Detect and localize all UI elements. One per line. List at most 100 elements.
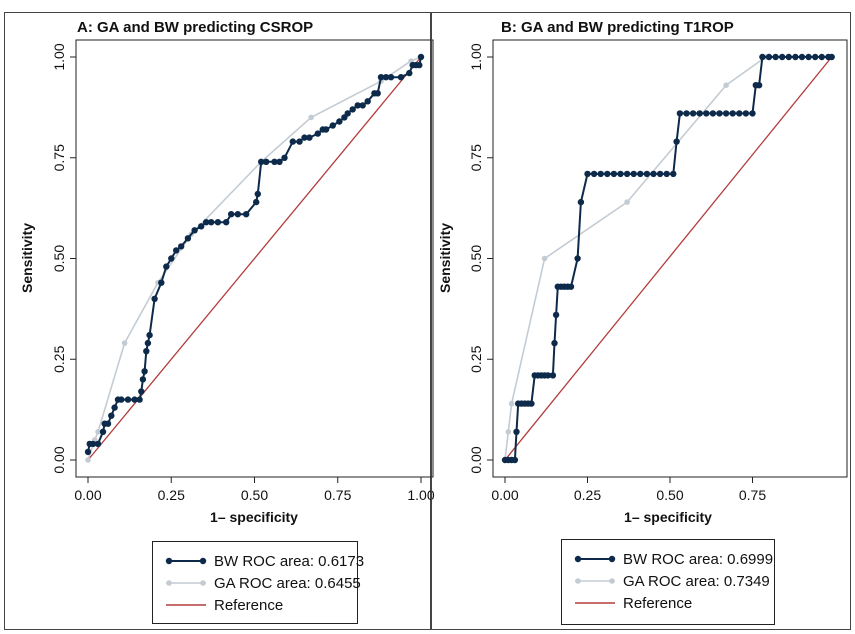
legend-label-bw: BW ROC area: 0.6999 — [623, 551, 773, 568]
bw-roc-point — [111, 404, 118, 411]
legend: BW ROC area: 0.6999 GA ROC area: 0.7349 Re… — [561, 539, 775, 625]
bw-roc-point — [168, 255, 175, 262]
bw-roc-point — [377, 74, 385, 81]
bw-roc-point — [289, 138, 296, 145]
bw-roc-point — [276, 158, 283, 165]
bw-roc-point — [104, 420, 112, 427]
ga-roc-line — [504, 56, 832, 461]
y-tick-label: 0.00 — [468, 446, 484, 473]
bw-roc-point — [359, 102, 366, 109]
ga-roc-point — [95, 429, 101, 435]
bw-roc-point — [99, 428, 107, 435]
bw-roc-point — [397, 74, 405, 81]
bw-roc-point — [597, 170, 604, 178]
x-axis-title: 1– specificity — [210, 509, 298, 525]
bw-roc-point — [223, 219, 230, 226]
legend-label-ga: GA ROC area: 0.7349 — [623, 573, 770, 590]
legend-marker-ga — [166, 580, 172, 586]
bw-roc-point — [551, 339, 558, 347]
y-tick-label: 0.50 — [51, 245, 67, 272]
bw-roc-point — [139, 376, 147, 383]
panel-frame — [4, 12, 431, 630]
legend-marker-bw — [608, 555, 616, 563]
bw-roc-point — [818, 53, 825, 61]
bw-roc-point — [656, 170, 664, 178]
legend-label-ga: GA ROC area: 0.6455 — [214, 575, 361, 592]
bw-roc-point — [349, 106, 356, 113]
bw-roc-point — [178, 243, 185, 250]
bw-roc-point — [590, 170, 598, 178]
bw-roc-point — [234, 211, 241, 218]
ga-roc-point — [505, 429, 512, 435]
bw-roc-point — [511, 456, 519, 464]
bw-roc-point — [779, 53, 786, 61]
bw-roc-point — [742, 110, 750, 117]
chart-panel-a: A: GA and BW predicting CSROP 0.00 0.25 0.5… — [4, 12, 435, 630]
legend-label-reference: Reference — [214, 597, 283, 614]
bw-roc-point — [163, 263, 170, 270]
y-tick-label: 0.75 — [468, 144, 484, 171]
bw-roc-point — [354, 102, 361, 109]
bw-roc-point — [406, 69, 413, 77]
ga-roc-point — [121, 340, 128, 346]
chart-title: A: GA and BW predicting CSROP — [77, 19, 313, 36]
bw-roc-point — [329, 122, 336, 129]
bw-roc-point — [637, 170, 644, 178]
legend-label-bw: BW ROC area: 0.6173 — [214, 553, 364, 570]
bw-roc-point — [94, 440, 102, 448]
y-tick-label: 0.25 — [468, 345, 484, 372]
x-tick-label: 0.75 — [739, 487, 766, 503]
bw-roc-point — [552, 311, 560, 319]
bw-roc-point — [696, 110, 703, 117]
x-tick-label: 0.50 — [241, 487, 268, 503]
bw-roc-point — [729, 110, 736, 117]
bw-roc-point — [108, 412, 115, 419]
x-tick-label: 0.50 — [656, 487, 683, 503]
bw-roc-point — [736, 110, 743, 117]
y-axis-title: Sensitivity — [437, 223, 453, 293]
bw-roc-point — [709, 110, 717, 117]
bw-roc-point — [144, 339, 152, 347]
bw-roc-point — [617, 170, 624, 178]
bw-roc-point — [574, 255, 581, 262]
bw-roc-point — [131, 396, 138, 403]
bw-roc-point — [243, 211, 250, 218]
bw-roc-point — [663, 170, 670, 178]
bw-roc-point — [296, 138, 303, 145]
bw-roc-point — [301, 134, 308, 141]
bw-roc-point — [89, 440, 97, 448]
legend-marker-ga — [609, 578, 615, 584]
bw-roc-point — [798, 53, 806, 61]
bw-roc-point — [772, 53, 779, 61]
bw-roc-point — [263, 158, 270, 165]
bw-roc-point — [387, 74, 395, 81]
bw-roc-point — [254, 190, 261, 198]
y-axis-title: Sensitivity — [19, 223, 35, 293]
bw-roc-point — [258, 158, 265, 165]
bw-roc-point — [610, 170, 618, 178]
y-tick-label: 0.00 — [51, 446, 67, 473]
bw-roc-point — [584, 170, 591, 178]
bw-roc-point — [812, 53, 819, 61]
bw-roc-point — [643, 170, 651, 178]
bw-roc-point — [673, 138, 680, 145]
bw-roc-point — [759, 53, 766, 61]
y-tick-label: 0.75 — [51, 144, 67, 171]
x-tick-label: 0.00 — [491, 487, 518, 503]
y-tick-label: 1.00 — [51, 43, 67, 70]
bw-roc-line — [87, 56, 422, 453]
chart-title: B: GA and BW predicting T1ROP — [501, 19, 734, 36]
ga-roc-point — [308, 114, 314, 121]
bw-roc-point — [765, 53, 773, 61]
bw-roc-point — [630, 170, 637, 178]
bw-roc-point — [118, 396, 125, 403]
bw-roc-point — [749, 110, 756, 117]
panel-frame — [431, 12, 851, 630]
x-axis-title: 1– specificity — [624, 509, 712, 525]
bw-roc-point — [689, 110, 697, 117]
bw-roc-point — [549, 372, 557, 379]
bw-roc-point — [828, 53, 835, 61]
legend-marker-bw — [574, 555, 582, 563]
